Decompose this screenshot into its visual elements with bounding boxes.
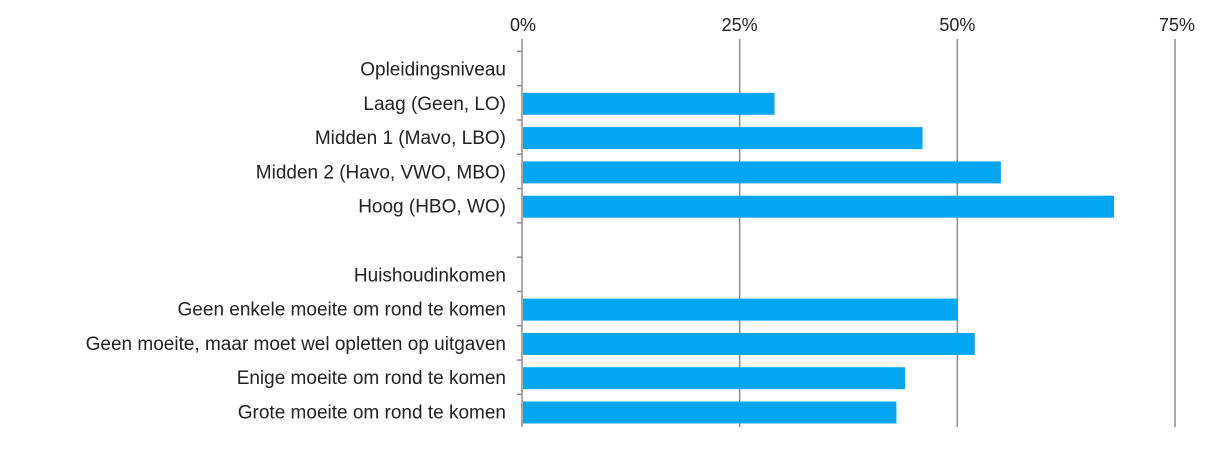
category-label: Grote moeite om rond te komen [238,403,506,424]
category-label: Huishoudinkomen [354,265,506,286]
category-label: Opleidingsniveau [360,60,506,81]
x-tick-label: 75% [1159,15,1195,35]
x-tick-label: 25% [722,15,758,35]
category-label: Hoog (HBO, WO) [358,197,506,218]
category-label: Laag (Geen, LO) [363,94,506,115]
category-label: Enige moeite om rond te komen [237,368,506,389]
category-label: Geen moeite, maar moet wel opletten op u… [86,334,506,355]
category-label: Midden 2 (Havo, VWO, MBO) [256,162,506,183]
bar [523,332,975,355]
x-tick-label: 50% [939,15,975,35]
category-label: Geen enkele moeite om rond te komen [178,300,506,321]
category-label: Midden 1 (Mavo, LBO) [315,128,506,149]
bar [523,367,906,390]
bar [523,298,958,321]
bar [523,195,1115,218]
bar [523,127,923,150]
x-tick-label: 0% [510,15,536,35]
bar [523,401,897,424]
bar [523,161,1001,184]
bar [523,92,775,115]
